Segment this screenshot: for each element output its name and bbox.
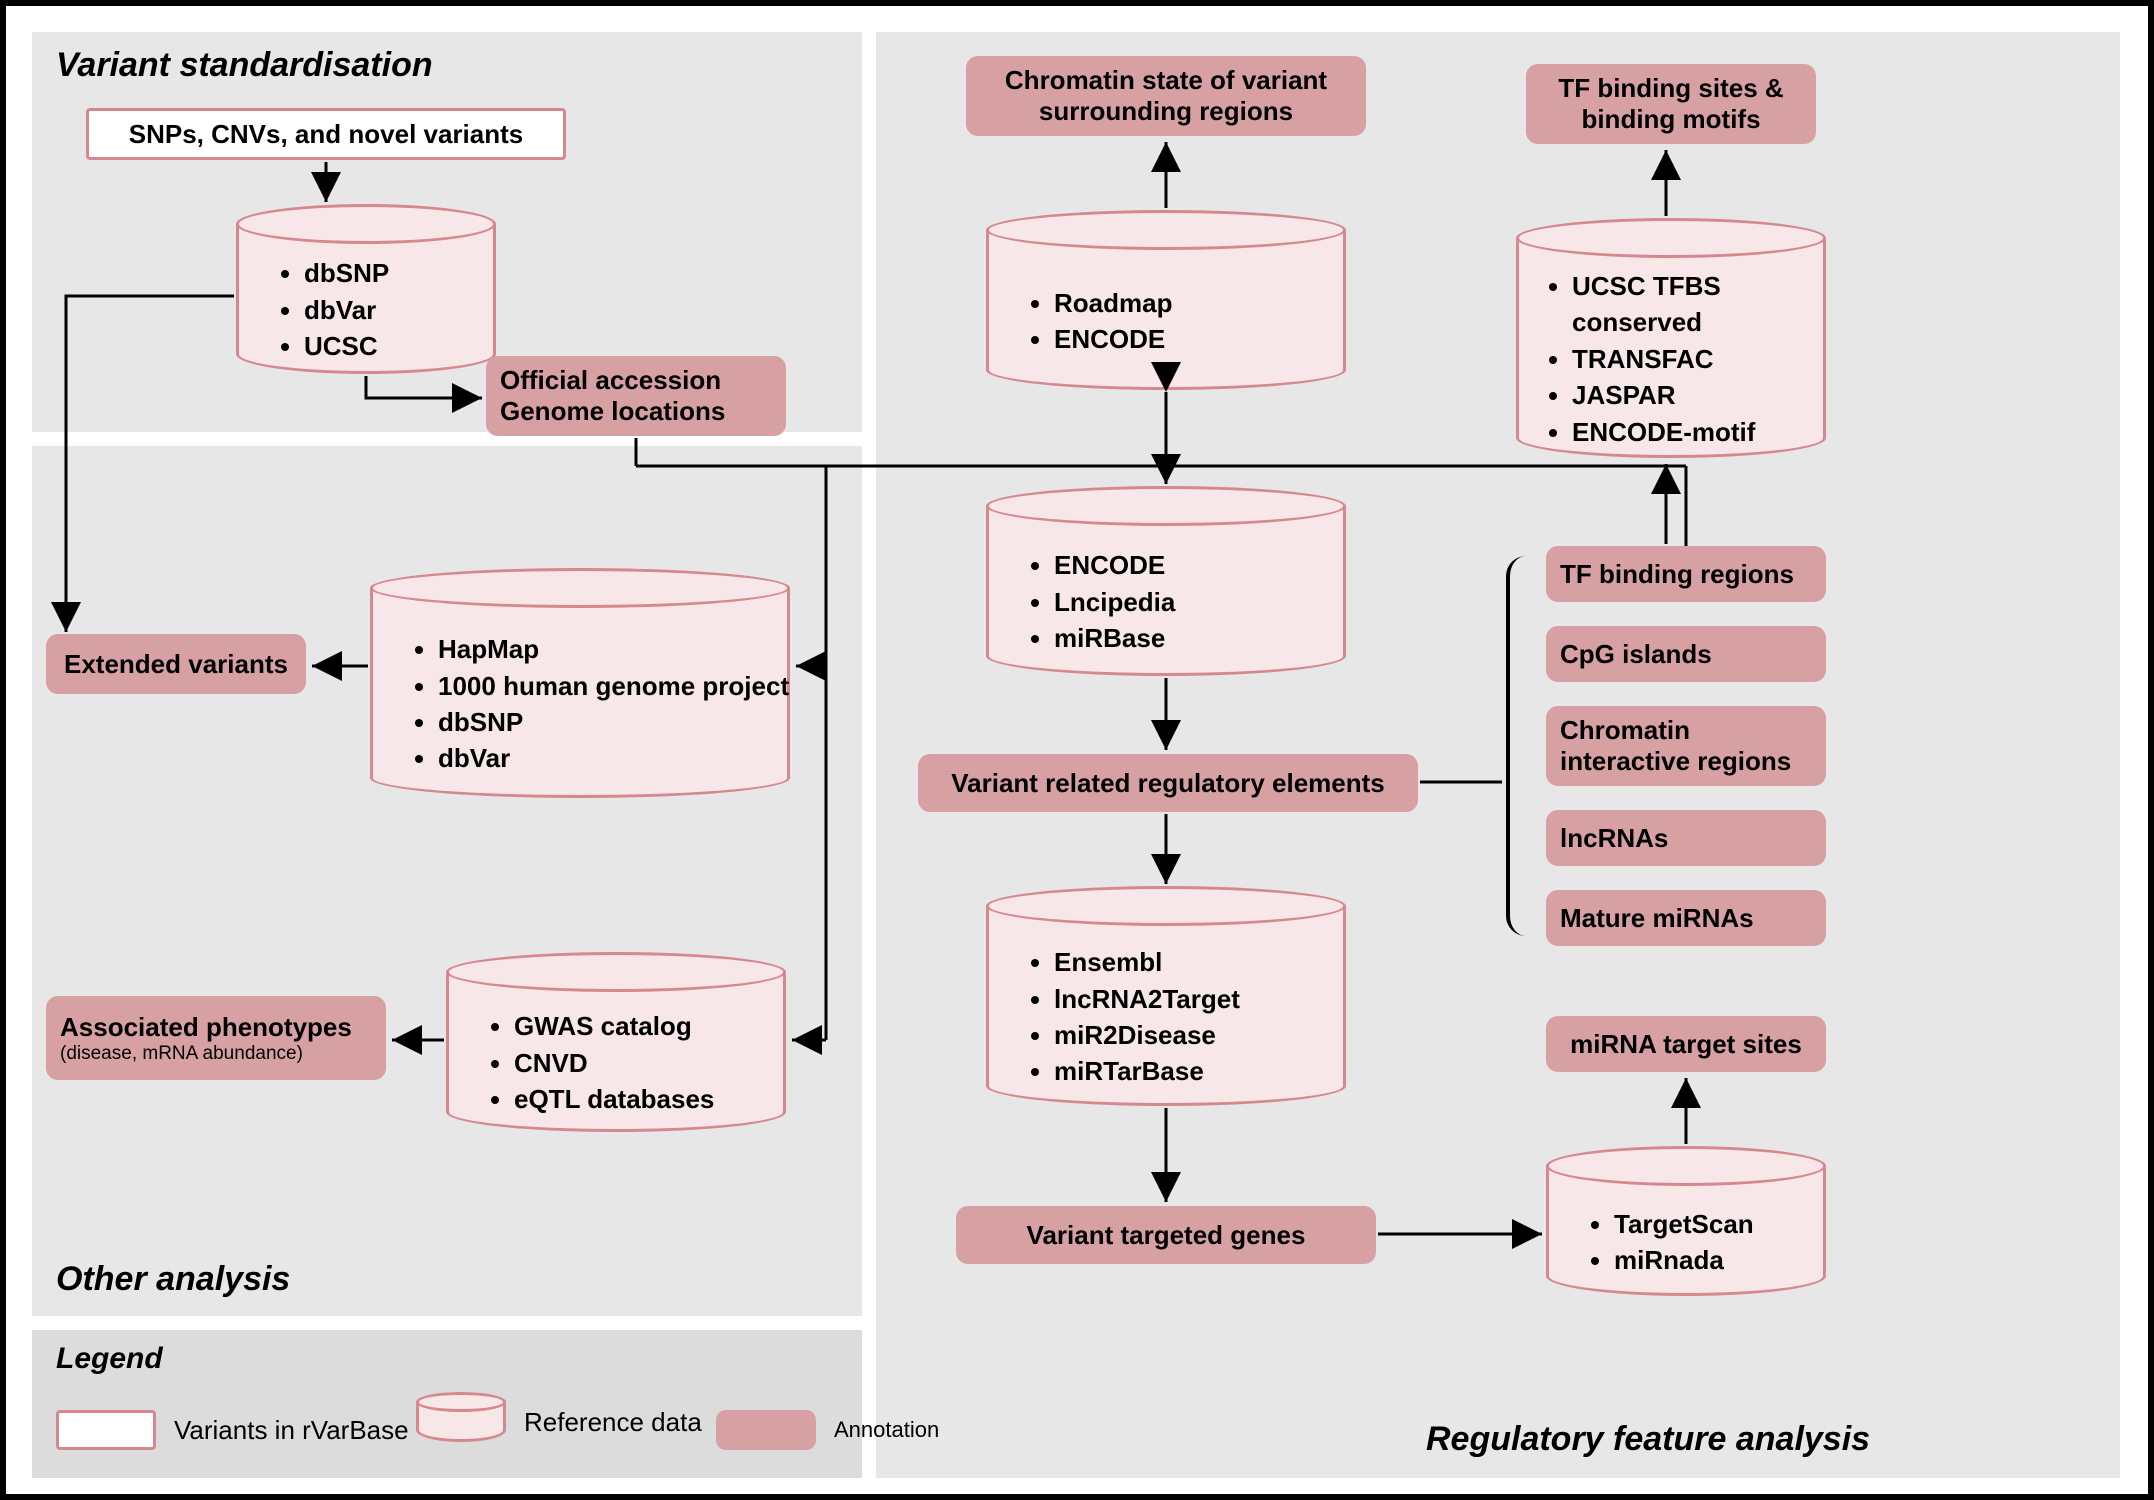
cyl-item: Ensembl (1054, 944, 1346, 980)
annot-lncrnas: lncRNAs (1546, 810, 1826, 866)
diagram-canvas: Variant standardisation Other analysis R… (0, 0, 2154, 1500)
annot-tf-regions: TF binding regions (1546, 546, 1826, 602)
annot-vtg: Variant targeted genes (956, 1206, 1376, 1264)
annot-tf-sites: TF binding sites & binding motifs (1526, 64, 1816, 144)
cyl-item: UCSC TFBS conserved (1572, 268, 1826, 341)
brace-reg-elements (1506, 556, 1536, 936)
cyl-item: TRANSFAC (1572, 341, 1826, 377)
cyl-item: dbSNP (304, 255, 496, 291)
annot-vrre: Variant related regulatory elements (918, 754, 1418, 812)
legend-swatch-cyl (416, 1402, 506, 1442)
cyl-item: miR2Disease (1054, 1017, 1346, 1053)
annot-accession: Official accession Genome locations (486, 356, 786, 436)
cyl-item: dbVar (304, 292, 496, 328)
cyl-item: ENCODE (1054, 321, 1346, 357)
cyl-item: TargetScan (1614, 1206, 1826, 1242)
annot-cpg: CpG islands (1546, 626, 1826, 682)
annot-chromatin-state: Chromatin state of variant surrounding r… (966, 56, 1366, 136)
cyl-item: JASPAR (1572, 377, 1826, 413)
cyl-targetscan: TargetScan miRnada (1546, 1166, 1826, 1296)
cyl-gwas: GWAS catalog CNVD eQTL databases (446, 972, 786, 1132)
cyl-item: miRTarBase (1054, 1053, 1346, 1089)
cyl-roadmap: Roadmap ENCODE (986, 230, 1346, 390)
input-variants-label: SNPs, CNVs, and novel variants (129, 119, 523, 150)
annot-line: miRNA target sites (1570, 1029, 1802, 1060)
legend-annotation: Annotation (716, 1410, 939, 1450)
legend-variants: Variants in rVarBase (56, 1410, 409, 1450)
annot-line: Mature miRNAs (1560, 903, 1754, 934)
legend-swatch-annot (716, 1410, 816, 1450)
cyl-ensembl: Ensembl lncRNA2Target miR2Disease miRTar… (986, 906, 1346, 1106)
annot-line: Genome locations (500, 396, 725, 427)
annot-line: interactive regions (1560, 746, 1791, 777)
annot-line: Official accession (500, 365, 721, 396)
cyl-item: 1000 human genome project (438, 668, 790, 704)
cyl-item: miRnada (1614, 1242, 1826, 1278)
annot-line: TF binding regions (1560, 559, 1794, 590)
annot-line: surrounding regions (1039, 96, 1293, 127)
annot-line: Associated phenotypes (60, 1012, 352, 1043)
annot-mirna-target-sites: miRNA target sites (1546, 1016, 1826, 1072)
annot-line: Extended variants (64, 649, 288, 680)
cyl-item: UCSC (304, 328, 496, 364)
cyl-item: Roadmap (1054, 285, 1346, 321)
legend-refdata: Reference data (416, 1402, 702, 1442)
annot-mirnas: Mature miRNAs (1546, 890, 1826, 946)
cyl-item: ENCODE-motif (1572, 414, 1826, 450)
cyl-item: ENCODE (1054, 547, 1346, 583)
cyl-item: CNVD (514, 1045, 786, 1081)
annot-phenotypes: Associated phenotypes (disease, mRNA abu… (46, 996, 386, 1080)
title-variant-standardisation: Variant standardisation (56, 46, 433, 85)
cyl-item: Lncipedia (1054, 584, 1346, 620)
cyl-item: GWAS catalog (514, 1008, 786, 1044)
annot-chrom-int: Chromatin interactive regions (1546, 706, 1826, 786)
cyl-item: HapMap (438, 631, 790, 667)
title-other-analysis: Other analysis (56, 1260, 290, 1299)
input-variants-box: SNPs, CNVs, and novel variants (86, 108, 566, 160)
annot-line: TF binding sites & (1558, 73, 1783, 104)
cyl-item: dbSNP (438, 704, 790, 740)
title-regulatory-feature: Regulatory feature analysis (1426, 1420, 1870, 1459)
cyl-item: dbVar (438, 740, 790, 776)
annot-line: Chromatin (1560, 715, 1690, 746)
legend-label: Reference data (524, 1407, 702, 1438)
cyl-item: lncRNA2Target (1054, 981, 1346, 1017)
legend-label: Annotation (834, 1417, 939, 1443)
annot-line: Chromatin state of variant (1005, 65, 1327, 96)
annot-extended-variants: Extended variants (46, 634, 306, 694)
cyl-item: miRBase (1054, 620, 1346, 656)
cyl-item: eQTL databases (514, 1081, 786, 1117)
annot-line: binding motifs (1581, 104, 1760, 135)
title-legend: Legend (56, 1342, 163, 1376)
annot-sub: (disease, mRNA abundance) (60, 1043, 303, 1065)
cyl-tfbs: UCSC TFBS conserved TRANSFAC JASPAR ENCO… (1516, 238, 1826, 458)
cyl-encode-lncipedia: ENCODE Lncipedia miRBase (986, 506, 1346, 676)
legend-label: Variants in rVarBase (174, 1415, 409, 1446)
annot-line: lncRNAs (1560, 823, 1668, 854)
annot-line: Variant targeted genes (1027, 1220, 1306, 1251)
annot-line: Variant related regulatory elements (951, 768, 1385, 799)
legend-swatch-input (56, 1410, 156, 1450)
annot-line: CpG islands (1560, 639, 1712, 670)
cyl-hapmap: HapMap 1000 human genome project dbSNP d… (370, 588, 790, 798)
cyl-dbsnp-ucsc: dbSNP dbVar UCSC (236, 224, 496, 374)
